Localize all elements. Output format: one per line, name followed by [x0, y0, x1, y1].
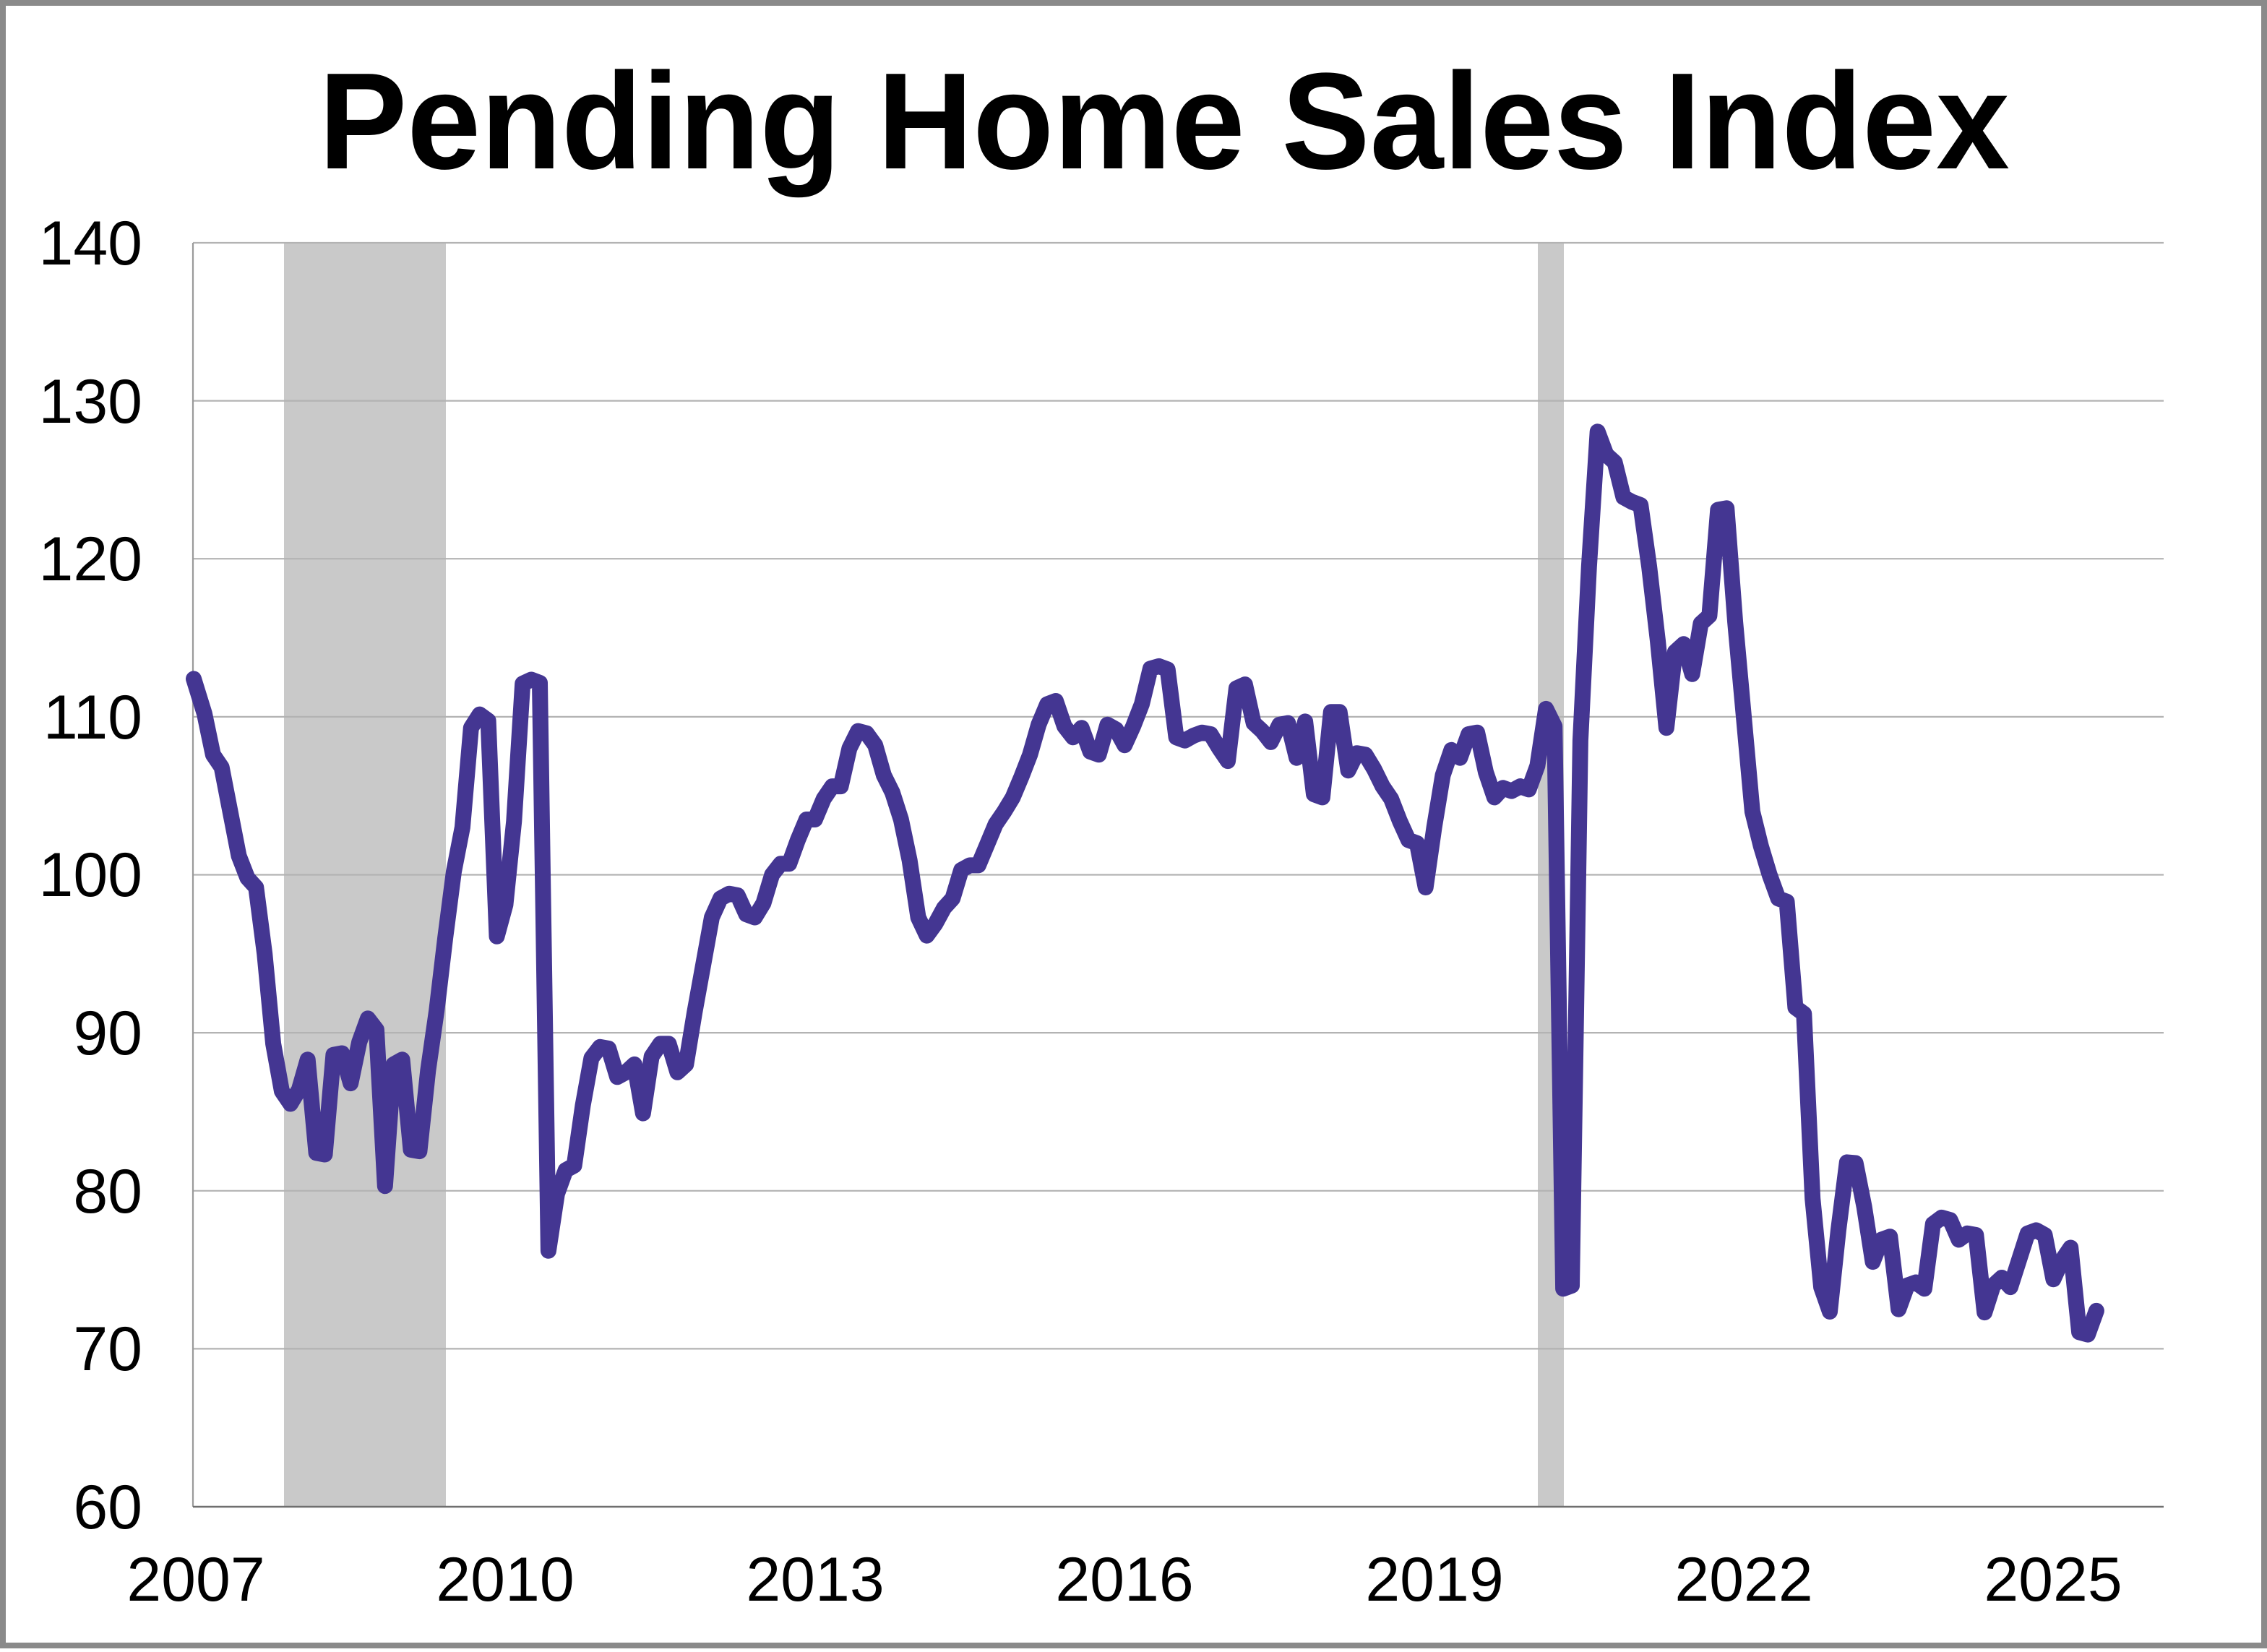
- svg-text:2010: 2010: [436, 1545, 574, 1614]
- svg-text:100: 100: [39, 840, 143, 910]
- svg-text:2013: 2013: [746, 1545, 884, 1614]
- svg-text:2025: 2025: [1984, 1545, 2122, 1614]
- svg-text:70: 70: [73, 1315, 142, 1384]
- svg-text:130: 130: [39, 367, 143, 436]
- svg-text:60: 60: [73, 1473, 142, 1542]
- svg-text:90: 90: [73, 999, 142, 1068]
- svg-text:120: 120: [39, 525, 143, 594]
- svg-text:2019: 2019: [1365, 1545, 1503, 1614]
- svg-text:2007: 2007: [126, 1545, 264, 1614]
- svg-text:110: 110: [43, 683, 142, 752]
- svg-text:2022: 2022: [1674, 1545, 1812, 1614]
- svg-text:80: 80: [73, 1157, 142, 1226]
- svg-text:140: 140: [39, 209, 143, 278]
- svg-text:2016: 2016: [1055, 1545, 1193, 1614]
- svg-text:Pending Home Sales Index: Pending Home Sales Index: [319, 44, 2010, 198]
